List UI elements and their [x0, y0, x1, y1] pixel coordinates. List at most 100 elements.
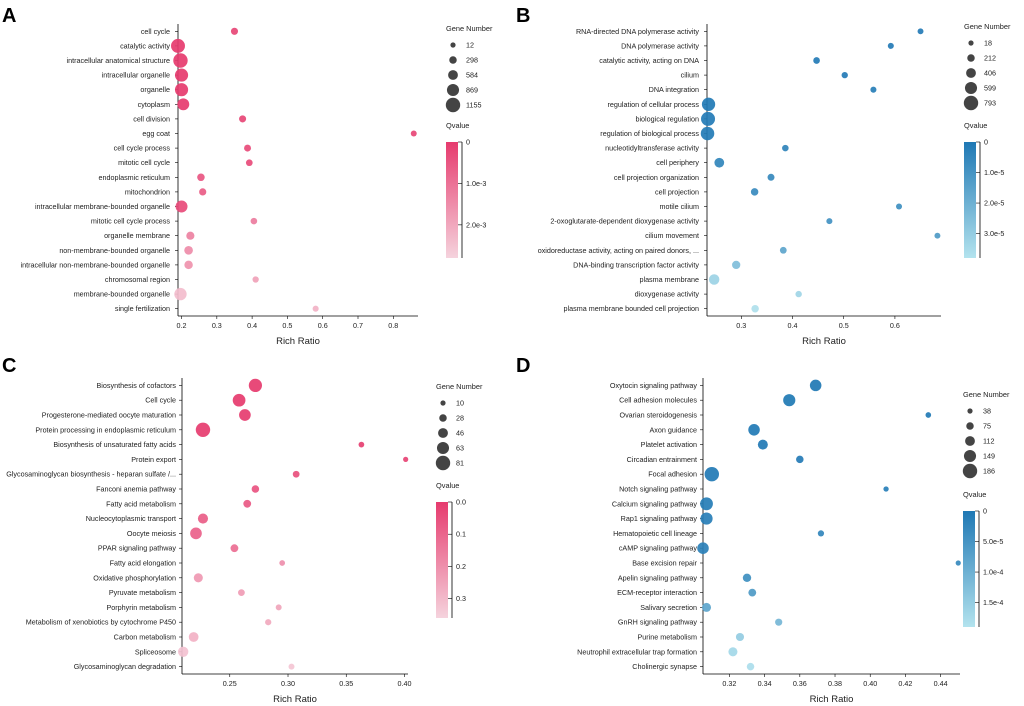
panel-letter: B — [516, 5, 530, 27]
data-point — [817, 530, 825, 537]
category-label: non-membrane-bounded organelle — [59, 246, 170, 255]
data-point — [728, 647, 738, 657]
category-label: Focal adhesion — [648, 470, 697, 479]
size-legend-dot — [448, 70, 458, 80]
data-point — [697, 542, 709, 554]
x-tick-label: 0.44 — [934, 679, 948, 688]
panel-b: B RNA-directed DNA polymerase activity DNA… — [516, 5, 1011, 347]
data-point — [199, 188, 207, 196]
category-label: Neutrophil extracellular trap formation — [577, 647, 697, 656]
data-point — [193, 573, 203, 583]
size-legend-title: Gene Number — [446, 24, 493, 33]
size-legend-dot — [963, 95, 979, 111]
data-point — [186, 231, 195, 240]
x-tick-label: 0.25 — [223, 679, 237, 688]
category-label: cytoplasm — [138, 100, 170, 109]
color-legend-label: 0 — [983, 507, 987, 516]
data-point — [895, 203, 903, 210]
data-point — [403, 456, 409, 462]
data-point — [708, 274, 720, 285]
color-legend-label: 0.0 — [456, 498, 466, 507]
data-point — [809, 379, 822, 392]
x-axis-title: Rich Ratio — [273, 694, 317, 705]
data-point — [700, 497, 713, 511]
color-legend-label: 2.0e-3 — [466, 220, 486, 229]
category-label: cell cycle — [141, 27, 170, 36]
category-label: cAMP signaling pathway — [619, 544, 698, 553]
category-label: organelle membrane — [104, 231, 170, 240]
data-point — [735, 632, 745, 642]
data-point — [782, 144, 789, 152]
category-label: RNA-directed DNA polymerase activity — [576, 27, 699, 36]
category-label: cilium — [681, 71, 699, 80]
category-label: Progesterone-mediated oocyte maturation — [42, 411, 176, 420]
data-point — [826, 218, 833, 225]
size-legend-label: 10 — [456, 399, 464, 408]
category-label: cell projection — [655, 187, 699, 196]
data-point — [177, 98, 190, 111]
data-point — [251, 485, 260, 493]
data-point — [701, 111, 716, 126]
x-axis-title: Rich Ratio — [276, 336, 320, 347]
color-legend-label: 3.0e-5 — [984, 229, 1004, 238]
panel-c: C Biosynthesis of cofactors Cell cycle Prog… — [2, 355, 483, 705]
color-legend-bar — [446, 142, 458, 258]
x-tick-label: 0.3 — [212, 321, 222, 330]
panel-letter: C — [2, 355, 16, 377]
x-tick-label: 0.7 — [353, 321, 363, 330]
data-point — [701, 602, 712, 612]
data-point — [173, 53, 188, 68]
category-label: plasma membrane — [639, 275, 699, 284]
data-point — [312, 305, 319, 312]
data-point — [244, 144, 252, 152]
category-label: regulation of cellular process — [608, 100, 700, 109]
data-point — [704, 467, 720, 482]
x-tick-label: 0.40 — [863, 679, 877, 688]
x-tick-label: 0.4 — [247, 321, 257, 330]
size-legend-title: Gene Number — [963, 390, 1010, 399]
size-legend-dot — [439, 414, 447, 422]
data-point — [410, 130, 417, 137]
color-legend-label: 1.0e-4 — [983, 568, 1003, 577]
category-label: intracellular organelle — [102, 71, 170, 80]
data-point — [232, 393, 246, 407]
size-legend-dot — [964, 81, 978, 95]
data-point — [841, 71, 848, 79]
category-label: Notch signaling pathway — [619, 485, 697, 494]
data-point — [265, 619, 272, 626]
category-label: Purine metabolism — [637, 633, 697, 642]
color-legend-label: 1.0e-5 — [984, 168, 1004, 177]
size-legend-dot — [445, 97, 461, 113]
category-label: cell cycle process — [114, 144, 171, 153]
data-point — [701, 97, 716, 111]
size-legend-dot — [967, 54, 975, 62]
x-tick-label: 0.6 — [318, 321, 328, 330]
data-point — [358, 441, 365, 448]
data-point — [796, 455, 804, 464]
data-point — [230, 544, 239, 553]
data-point — [870, 86, 877, 93]
data-point — [732, 260, 741, 270]
data-point — [750, 188, 759, 196]
data-point — [795, 290, 802, 298]
x-axis-title: Rich Ratio — [802, 336, 846, 347]
x-tick-label: 0.40 — [398, 679, 412, 688]
category-label: DNA integration — [649, 85, 699, 94]
category-label: GnRH signaling pathway — [618, 618, 698, 627]
x-axis-title: Rich Ratio — [810, 694, 854, 705]
size-legend-dot — [436, 441, 450, 455]
data-point — [188, 632, 199, 642]
category-label: PPAR signaling pathway — [98, 544, 177, 553]
x-tick-label: 0.5 — [282, 321, 292, 330]
category-label: endoplasmic reticulum — [98, 173, 170, 182]
size-legend-label: 212 — [984, 54, 996, 63]
color-legend-title: Qvalue — [436, 481, 459, 490]
x-tick-label: 0.2 — [177, 321, 187, 330]
data-point — [883, 486, 889, 492]
category-label: Apelin signaling pathway — [618, 573, 698, 582]
data-point — [175, 200, 188, 213]
size-legend-label: 599 — [984, 84, 996, 93]
size-legend-label: 406 — [984, 69, 996, 78]
category-label: Rap1 signaling pathway — [621, 514, 698, 523]
